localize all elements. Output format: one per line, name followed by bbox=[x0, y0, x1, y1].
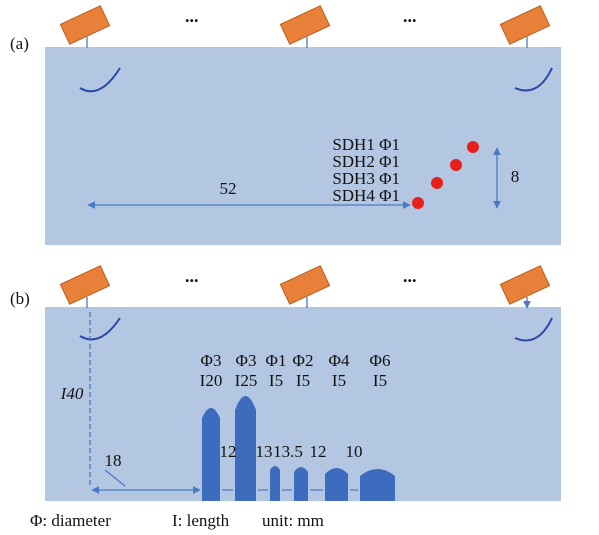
hole-length: I5 bbox=[332, 371, 346, 390]
dimension: 18 bbox=[105, 451, 122, 470]
spacing: 12 bbox=[310, 442, 327, 461]
hole-length: I5 bbox=[296, 371, 310, 390]
hole-diameter: Φ4 bbox=[329, 351, 350, 370]
spacing: 12 bbox=[220, 442, 237, 461]
hole-diameter: Φ3 bbox=[236, 351, 257, 370]
panel-label: (a) bbox=[10, 34, 29, 53]
legend-item: unit: mm bbox=[262, 511, 324, 530]
diagram: (a) ... ... SDH1 Φ1 SDH2 Φ1 SDH3 Φ1 SDH4… bbox=[0, 0, 599, 535]
dimension: 8 bbox=[511, 167, 520, 186]
legend-item: I: length bbox=[172, 511, 230, 530]
hole-diameter: Φ3 bbox=[201, 351, 222, 370]
spacing: 10 bbox=[346, 442, 363, 461]
hole-label: SDH4 Φ1 bbox=[332, 186, 400, 205]
specimen-a bbox=[45, 47, 561, 245]
hole-diameter: Φ6 bbox=[370, 351, 391, 370]
ellipsis: ... bbox=[403, 266, 417, 286]
ellipsis: ... bbox=[185, 6, 199, 26]
panel-label: (b) bbox=[10, 289, 30, 308]
hole-length: I5 bbox=[373, 371, 387, 390]
hole-length: I5 bbox=[269, 371, 283, 390]
hole-diameter: Φ2 bbox=[293, 351, 314, 370]
spacing: 13.5 bbox=[273, 442, 303, 461]
hole-length: I20 bbox=[200, 371, 223, 390]
ellipsis: ... bbox=[185, 266, 199, 286]
legend-item: Φ: diameter bbox=[30, 511, 111, 530]
dimension: 52 bbox=[220, 179, 237, 198]
spacing: 13 bbox=[256, 442, 273, 461]
ellipsis: ... bbox=[403, 6, 417, 26]
dimension: I40 bbox=[60, 384, 84, 403]
hole-length: I25 bbox=[235, 371, 258, 390]
hole-diameter: Φ1 bbox=[266, 351, 287, 370]
